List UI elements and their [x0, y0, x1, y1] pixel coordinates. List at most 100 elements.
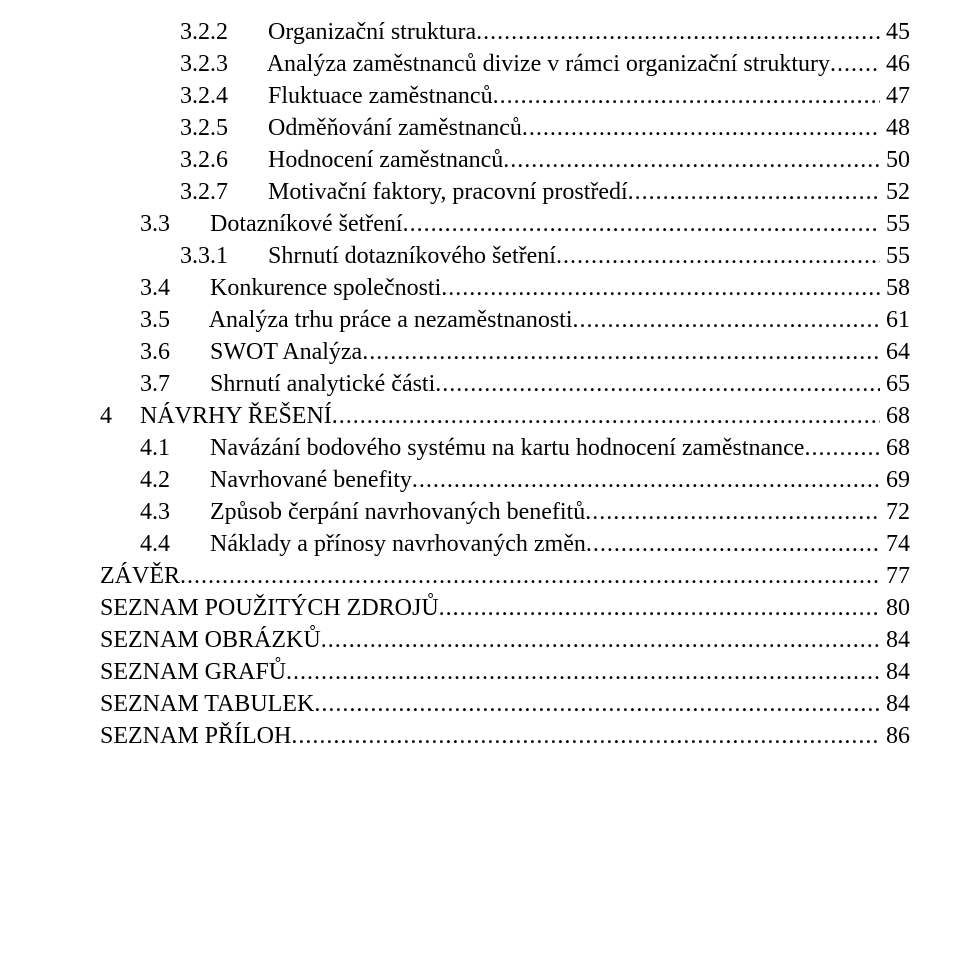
toc-title: SEZNAM TABULEK — [100, 691, 314, 717]
toc-title: NÁVRHY ŘEŠENÍ — [140, 403, 332, 429]
toc-label: 3.2.5 Odměňování zaměstnanců — [100, 116, 522, 140]
toc-number: 3.2.4 — [180, 84, 262, 108]
toc-page: 46 — [880, 52, 910, 76]
toc-title: SWOT Analýza — [210, 339, 362, 365]
toc-page: 72 — [880, 500, 910, 524]
toc-row: 3.2.4 Fluktuace zaměstnanců 47 — [100, 84, 910, 108]
toc-number: 4.3 — [140, 500, 204, 524]
toc-page: 61 — [880, 308, 910, 332]
toc-leader — [439, 596, 880, 620]
toc-page: 86 — [880, 724, 910, 748]
toc-page: 80 — [880, 596, 910, 620]
toc-row: SEZNAM GRAFŮ84 — [100, 660, 910, 684]
toc-label: 4 NÁVRHY ŘEŠENÍ — [100, 404, 332, 428]
toc-number: 3.2.3 — [180, 52, 262, 76]
toc-number: 4.2 — [140, 468, 204, 492]
toc-number: 3.3.1 — [180, 244, 262, 268]
toc-number: 4 — [100, 404, 134, 428]
toc-leader — [556, 244, 880, 268]
toc-title: Shrnutí dotazníkového šetření — [268, 243, 556, 269]
toc-row: 3.2.5 Odměňování zaměstnanců 48 — [100, 116, 910, 140]
toc-label: SEZNAM PŘÍLOH — [100, 724, 291, 748]
toc-leader — [435, 372, 880, 396]
toc-leader — [522, 116, 880, 140]
toc-leader — [804, 436, 880, 460]
toc-page: 58 — [880, 276, 910, 300]
toc-label: SEZNAM TABULEK — [100, 692, 314, 716]
toc-leader — [412, 468, 880, 492]
toc-page: 47 — [880, 84, 910, 108]
toc-title: Navázání bodového systému na kartu hodno… — [210, 435, 804, 461]
toc-label: 3.3.1 Shrnutí dotazníkového šetření — [100, 244, 556, 268]
toc-row: SEZNAM OBRÁZKŮ 84 — [100, 628, 910, 652]
toc-title: Shrnutí analytické části — [210, 371, 435, 397]
toc-number: 3.7 — [140, 372, 204, 396]
toc-label: 3.2.7 Motivační faktory, pracovní prostř… — [100, 180, 628, 204]
toc-page: 64 — [880, 340, 910, 364]
toc-row: 4 NÁVRHY ŘEŠENÍ 68 — [100, 404, 910, 428]
toc-row: 3.2.6 Hodnocení zaměstnanců 50 — [100, 148, 910, 172]
toc-leader — [314, 692, 880, 716]
toc-number: 3.2.7 — [180, 180, 262, 204]
toc-page: 48 — [880, 116, 910, 140]
toc-row: 4.3 Způsob čerpání navrhovaných benefitů… — [100, 500, 910, 524]
toc-row: 3.3.1 Shrnutí dotazníkového šetření55 — [100, 244, 910, 268]
toc-label: SEZNAM OBRÁZKŮ — [100, 628, 321, 652]
toc-label: 3.2.4 Fluktuace zaměstnanců — [100, 84, 493, 108]
toc-row: 4.4 Náklady a přínosy navrhovaných změn 7… — [100, 532, 910, 556]
toc-row: 4.1 Navázání bodového systému na kartu h… — [100, 436, 910, 460]
toc-leader — [493, 84, 880, 108]
toc-number: 3.2.2 — [180, 20, 262, 44]
toc-number: 3.3 — [140, 212, 204, 236]
toc-leader — [321, 628, 880, 652]
toc-page: 65 — [880, 372, 910, 396]
toc-title: SEZNAM POUŽITÝCH ZDROJŮ — [100, 595, 439, 621]
toc-label: 3.4 Konkurence společnosti — [100, 276, 441, 300]
toc-row: 3.4 Konkurence společnosti 58 — [100, 276, 910, 300]
toc-page: 69 — [880, 468, 910, 492]
toc-row: 3.5 Analýza trhu práce a nezaměstnanosti… — [100, 308, 910, 332]
toc-leader — [628, 180, 880, 204]
toc-label: 3.6 SWOT Analýza — [100, 340, 362, 364]
toc-leader — [332, 404, 880, 428]
toc-leader — [441, 276, 880, 300]
toc-title: ZÁVĚR — [100, 563, 180, 589]
toc-label: 3.7 Shrnutí analytické části — [100, 372, 435, 396]
toc-title: SEZNAM OBRÁZKŮ — [100, 627, 321, 653]
toc-number: 3.5 — [140, 308, 204, 332]
toc-page: 52 — [880, 180, 910, 204]
toc-title: Náklady a přínosy navrhovaných změn — [210, 531, 586, 557]
toc-title: SEZNAM GRAFŮ — [100, 659, 286, 685]
toc-number: 3.4 — [140, 276, 204, 300]
toc-label: 3.2.3 Analýza zaměstnanců divize v rámci… — [100, 52, 830, 76]
toc-title: Hodnocení zaměstnanců — [268, 147, 503, 173]
toc-label: SEZNAM GRAFŮ — [100, 660, 286, 684]
toc-title: Odměňování zaměstnanců — [268, 115, 522, 141]
toc-leader — [403, 212, 880, 236]
toc-page: 74 — [880, 532, 910, 556]
toc-row: 4.2 Navrhované benefity69 — [100, 468, 910, 492]
toc-title: Konkurence společnosti — [210, 275, 441, 301]
toc-number: 4.1 — [140, 436, 204, 460]
toc-page: 77 — [880, 564, 910, 588]
toc-page: 84 — [880, 628, 910, 652]
toc-label: 3.2.6 Hodnocení zaměstnanců — [100, 148, 503, 172]
toc-title: Motivační faktory, pracovní prostředí — [268, 179, 628, 205]
toc-page: 50 — [880, 148, 910, 172]
toc-number: 4.4 — [140, 532, 204, 556]
toc-leader — [180, 564, 880, 588]
toc-title: Organizační struktura — [268, 19, 476, 45]
toc-leader — [362, 340, 880, 364]
toc-label: 3.5 Analýza trhu práce a nezaměstnanosti — [100, 308, 573, 332]
toc-leader — [586, 532, 880, 556]
toc-title: Fluktuace zaměstnanců — [268, 83, 493, 109]
toc-title: Analýza trhu práce a nezaměstnanosti — [209, 307, 573, 333]
toc-row: 3.7 Shrnutí analytické části 65 — [100, 372, 910, 396]
toc-label: 4.3 Způsob čerpání navrhovaných benefitů — [100, 500, 585, 524]
toc-row: ZÁVĚR 77 — [100, 564, 910, 588]
toc-label: 4.1 Navázání bodového systému na kartu h… — [100, 436, 804, 460]
toc-container: 3.2.2 Organizační struktura453.2.3 Analý… — [0, 0, 960, 796]
toc-label: SEZNAM POUŽITÝCH ZDROJŮ — [100, 596, 439, 620]
toc-page: 68 — [880, 404, 910, 428]
toc-leader — [573, 308, 880, 332]
